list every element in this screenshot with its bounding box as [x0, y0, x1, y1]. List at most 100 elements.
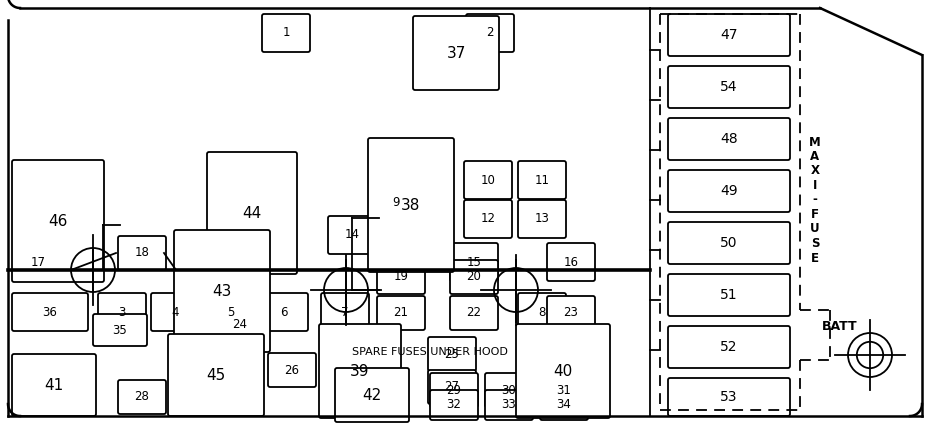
Text: 37: 37 [446, 45, 466, 61]
FancyBboxPatch shape [428, 370, 476, 404]
FancyBboxPatch shape [547, 296, 595, 330]
FancyBboxPatch shape [321, 293, 369, 331]
FancyBboxPatch shape [413, 16, 499, 90]
FancyBboxPatch shape [428, 337, 476, 371]
FancyBboxPatch shape [466, 14, 514, 52]
Text: 43: 43 [213, 284, 231, 298]
FancyBboxPatch shape [518, 200, 566, 238]
Text: 3: 3 [118, 306, 126, 318]
FancyBboxPatch shape [207, 293, 255, 331]
FancyBboxPatch shape [262, 14, 310, 52]
FancyBboxPatch shape [668, 274, 790, 316]
Text: 7: 7 [341, 306, 349, 318]
Text: 21: 21 [394, 307, 409, 320]
Text: 27: 27 [444, 380, 459, 393]
Text: 38: 38 [401, 198, 421, 212]
Text: M
A
X
I
-
F
U
S
E: M A X I - F U S E [809, 136, 821, 265]
Text: 14: 14 [344, 229, 359, 242]
FancyBboxPatch shape [430, 390, 478, 420]
Text: 29: 29 [447, 383, 462, 396]
FancyBboxPatch shape [268, 353, 316, 387]
Text: 44: 44 [243, 206, 261, 220]
Text: 45: 45 [206, 368, 226, 382]
Text: BATT: BATT [822, 320, 857, 332]
FancyBboxPatch shape [540, 373, 588, 407]
Text: SPARE FUSES UNDER HOOD: SPARE FUSES UNDER HOOD [352, 347, 508, 357]
Text: 50: 50 [720, 236, 738, 250]
FancyBboxPatch shape [377, 296, 425, 330]
Text: 18: 18 [134, 246, 149, 259]
FancyBboxPatch shape [377, 260, 425, 294]
FancyBboxPatch shape [216, 308, 264, 342]
FancyBboxPatch shape [668, 378, 790, 416]
FancyBboxPatch shape [485, 373, 533, 407]
Text: 2: 2 [486, 26, 494, 39]
FancyBboxPatch shape [547, 243, 595, 281]
Text: 32: 32 [447, 399, 462, 412]
FancyBboxPatch shape [174, 230, 270, 352]
FancyBboxPatch shape [14, 246, 62, 280]
Text: 10: 10 [480, 173, 495, 187]
FancyBboxPatch shape [668, 326, 790, 368]
Text: 22: 22 [466, 307, 481, 320]
Text: 52: 52 [720, 340, 738, 354]
Text: 13: 13 [535, 212, 550, 226]
Text: 39: 39 [350, 363, 369, 379]
FancyBboxPatch shape [668, 66, 790, 108]
FancyBboxPatch shape [319, 324, 401, 418]
Text: 34: 34 [557, 399, 571, 412]
Text: 40: 40 [553, 363, 573, 379]
FancyBboxPatch shape [450, 243, 498, 281]
Text: 36: 36 [43, 306, 58, 318]
Text: 4: 4 [172, 306, 179, 318]
FancyBboxPatch shape [464, 161, 512, 199]
Text: 47: 47 [720, 28, 738, 42]
Text: 48: 48 [720, 132, 738, 146]
FancyBboxPatch shape [118, 236, 166, 270]
FancyBboxPatch shape [118, 380, 166, 414]
FancyBboxPatch shape [430, 373, 478, 407]
Text: 12: 12 [480, 212, 495, 226]
FancyBboxPatch shape [464, 200, 512, 238]
FancyBboxPatch shape [485, 390, 533, 420]
FancyBboxPatch shape [12, 293, 88, 331]
Text: 26: 26 [285, 363, 299, 377]
FancyBboxPatch shape [668, 170, 790, 212]
Text: 16: 16 [564, 256, 578, 268]
FancyBboxPatch shape [151, 293, 199, 331]
FancyBboxPatch shape [450, 296, 498, 330]
Text: 23: 23 [564, 307, 578, 320]
Text: 51: 51 [720, 288, 738, 302]
FancyBboxPatch shape [450, 260, 498, 294]
Text: 6: 6 [280, 306, 287, 318]
Text: 31: 31 [557, 383, 571, 396]
Text: 42: 42 [362, 388, 382, 402]
FancyBboxPatch shape [335, 368, 409, 422]
Text: 24: 24 [232, 318, 247, 332]
FancyBboxPatch shape [12, 160, 104, 282]
Text: 5: 5 [228, 306, 235, 318]
Text: 49: 49 [720, 184, 738, 198]
Text: 30: 30 [502, 383, 516, 396]
Text: 11: 11 [535, 173, 550, 187]
Text: 8: 8 [538, 306, 546, 318]
Text: 35: 35 [113, 324, 128, 337]
FancyBboxPatch shape [328, 216, 376, 254]
FancyBboxPatch shape [12, 354, 96, 416]
FancyBboxPatch shape [668, 14, 790, 56]
Text: 41: 41 [45, 377, 63, 393]
Text: 15: 15 [466, 256, 481, 268]
Text: 9: 9 [392, 196, 399, 209]
FancyBboxPatch shape [518, 293, 566, 331]
Text: 28: 28 [134, 391, 149, 404]
FancyBboxPatch shape [372, 184, 420, 222]
FancyBboxPatch shape [260, 293, 308, 331]
Text: 54: 54 [720, 80, 738, 94]
Text: 19: 19 [394, 271, 409, 284]
FancyBboxPatch shape [518, 161, 566, 199]
FancyBboxPatch shape [668, 118, 790, 160]
Text: 1: 1 [283, 26, 290, 39]
Text: 53: 53 [720, 390, 738, 404]
FancyBboxPatch shape [98, 293, 146, 331]
Text: 33: 33 [502, 399, 516, 412]
